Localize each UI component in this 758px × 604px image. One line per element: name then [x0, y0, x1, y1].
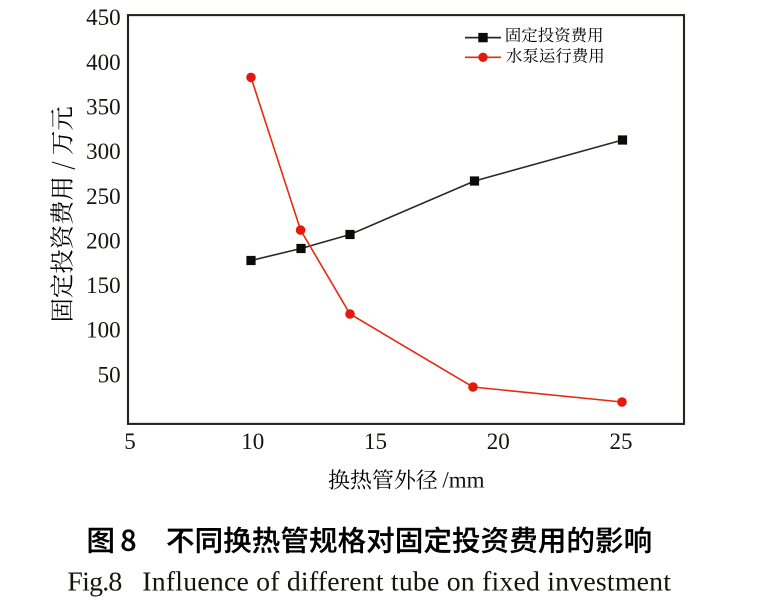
svg-text:10: 10	[241, 429, 264, 454]
svg-text:20: 20	[487, 429, 510, 454]
svg-text:250: 250	[86, 184, 121, 209]
svg-text:150: 150	[86, 273, 121, 298]
svg-text:Fig.8: Fig.8	[67, 567, 122, 598]
svg-text:50: 50	[98, 362, 121, 387]
svg-text:25: 25	[610, 429, 633, 454]
svg-text:100: 100	[86, 318, 121, 343]
svg-text:350: 350	[86, 95, 121, 120]
svg-text:200: 200	[86, 228, 121, 253]
svg-text:Influence of different tube on: Influence of different tube on fixed inv…	[142, 567, 671, 598]
svg-text:/mm: /mm	[442, 468, 484, 493]
svg-text:300: 300	[86, 139, 121, 164]
svg-text:15: 15	[364, 429, 387, 454]
svg-text:450: 450	[86, 5, 121, 30]
svg-text:5: 5	[124, 429, 136, 454]
svg-text:400: 400	[86, 50, 121, 75]
